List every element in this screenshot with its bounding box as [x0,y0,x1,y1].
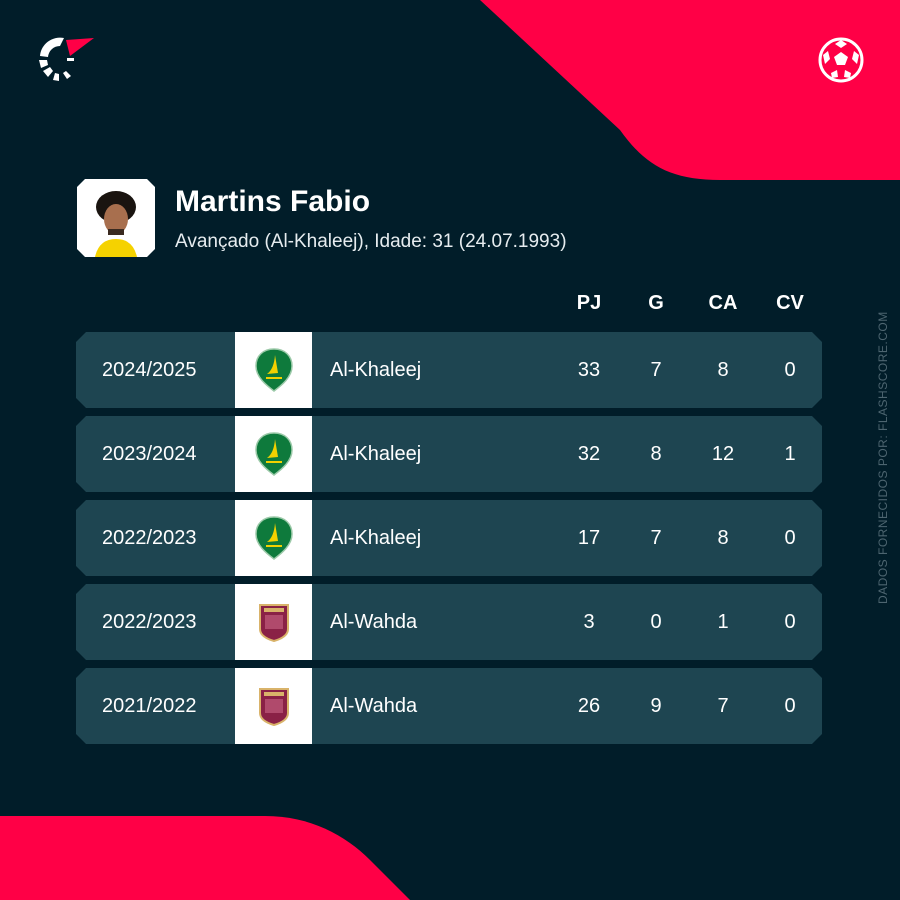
team-name: Al-Khaleej [330,359,422,381]
player-name: Martins Fabio [175,185,371,218]
stat-g: 7 [650,527,662,549]
stat-ca: 8 [717,359,729,381]
stat-ca: 1 [717,611,729,633]
player-subtitle: Avançado (Al-Khaleej), Idade: 31 (24.07.… [175,231,567,252]
team-crest-al-khaleej [235,416,312,492]
top-red-shape [480,0,900,180]
team-name: Al-Khaleej [330,443,422,465]
stat-g: 7 [650,359,662,381]
source-credit: DADOS FORNECIDOS POR: FLASHSCORE.COM [876,311,890,604]
season: 2023/2024 [102,443,197,465]
team-crest-al-khaleej [235,500,312,576]
stat-g: 9 [650,695,662,717]
football-icon [818,37,864,83]
stat-cv: 1 [784,443,796,465]
stat-pj: 3 [583,611,595,633]
table-row: 2023/2024 Al-Khaleej 32 8 12 1 [76,416,822,492]
stat-g: 0 [650,611,662,633]
stat-g: 8 [650,443,662,465]
stat-cv: 0 [784,611,796,633]
stat-pj: 17 [577,527,601,549]
stat-cv: 0 [784,359,796,381]
season: 2022/2023 [102,611,197,633]
season: 2022/2023 [102,527,197,549]
stat-cv: 0 [784,527,796,549]
season: 2021/2022 [102,695,197,717]
team-crest-al-wahda [235,668,312,744]
stat-ca: 8 [717,527,729,549]
stat-pj: 32 [577,443,601,465]
stat-cv: 0 [784,695,796,717]
team-name: Al-Wahda [330,611,418,633]
stat-ca: 12 [711,443,735,465]
table-row: 2022/2023 Al-Wahda 3 0 1 0 [76,584,822,660]
table-row: 2024/2025 Al-Khaleej 33 7 8 0 [76,332,822,408]
bottom-red-shape [0,816,410,900]
team-name: Al-Khaleej [330,527,422,549]
column-header-g: G [648,292,664,314]
column-header-cv: CV [776,292,804,314]
column-header-pj: PJ [576,292,602,314]
team-crest-al-wahda [235,584,312,660]
stat-ca: 7 [717,695,729,717]
season: 2024/2025 [102,359,197,381]
table-row: 2021/2022 Al-Wahda 26 9 7 0 [76,668,822,744]
column-header-ca: CA [708,292,738,314]
team-crest-al-khaleej [235,332,312,408]
flashscore-logo-icon [39,37,94,81]
team-name: Al-Wahda [330,695,418,717]
stat-pj: 26 [577,695,601,717]
stat-pj: 33 [577,359,601,381]
player-avatar [77,179,155,257]
table-row: 2022/2023 Al-Khaleej 17 7 8 0 [76,500,822,576]
